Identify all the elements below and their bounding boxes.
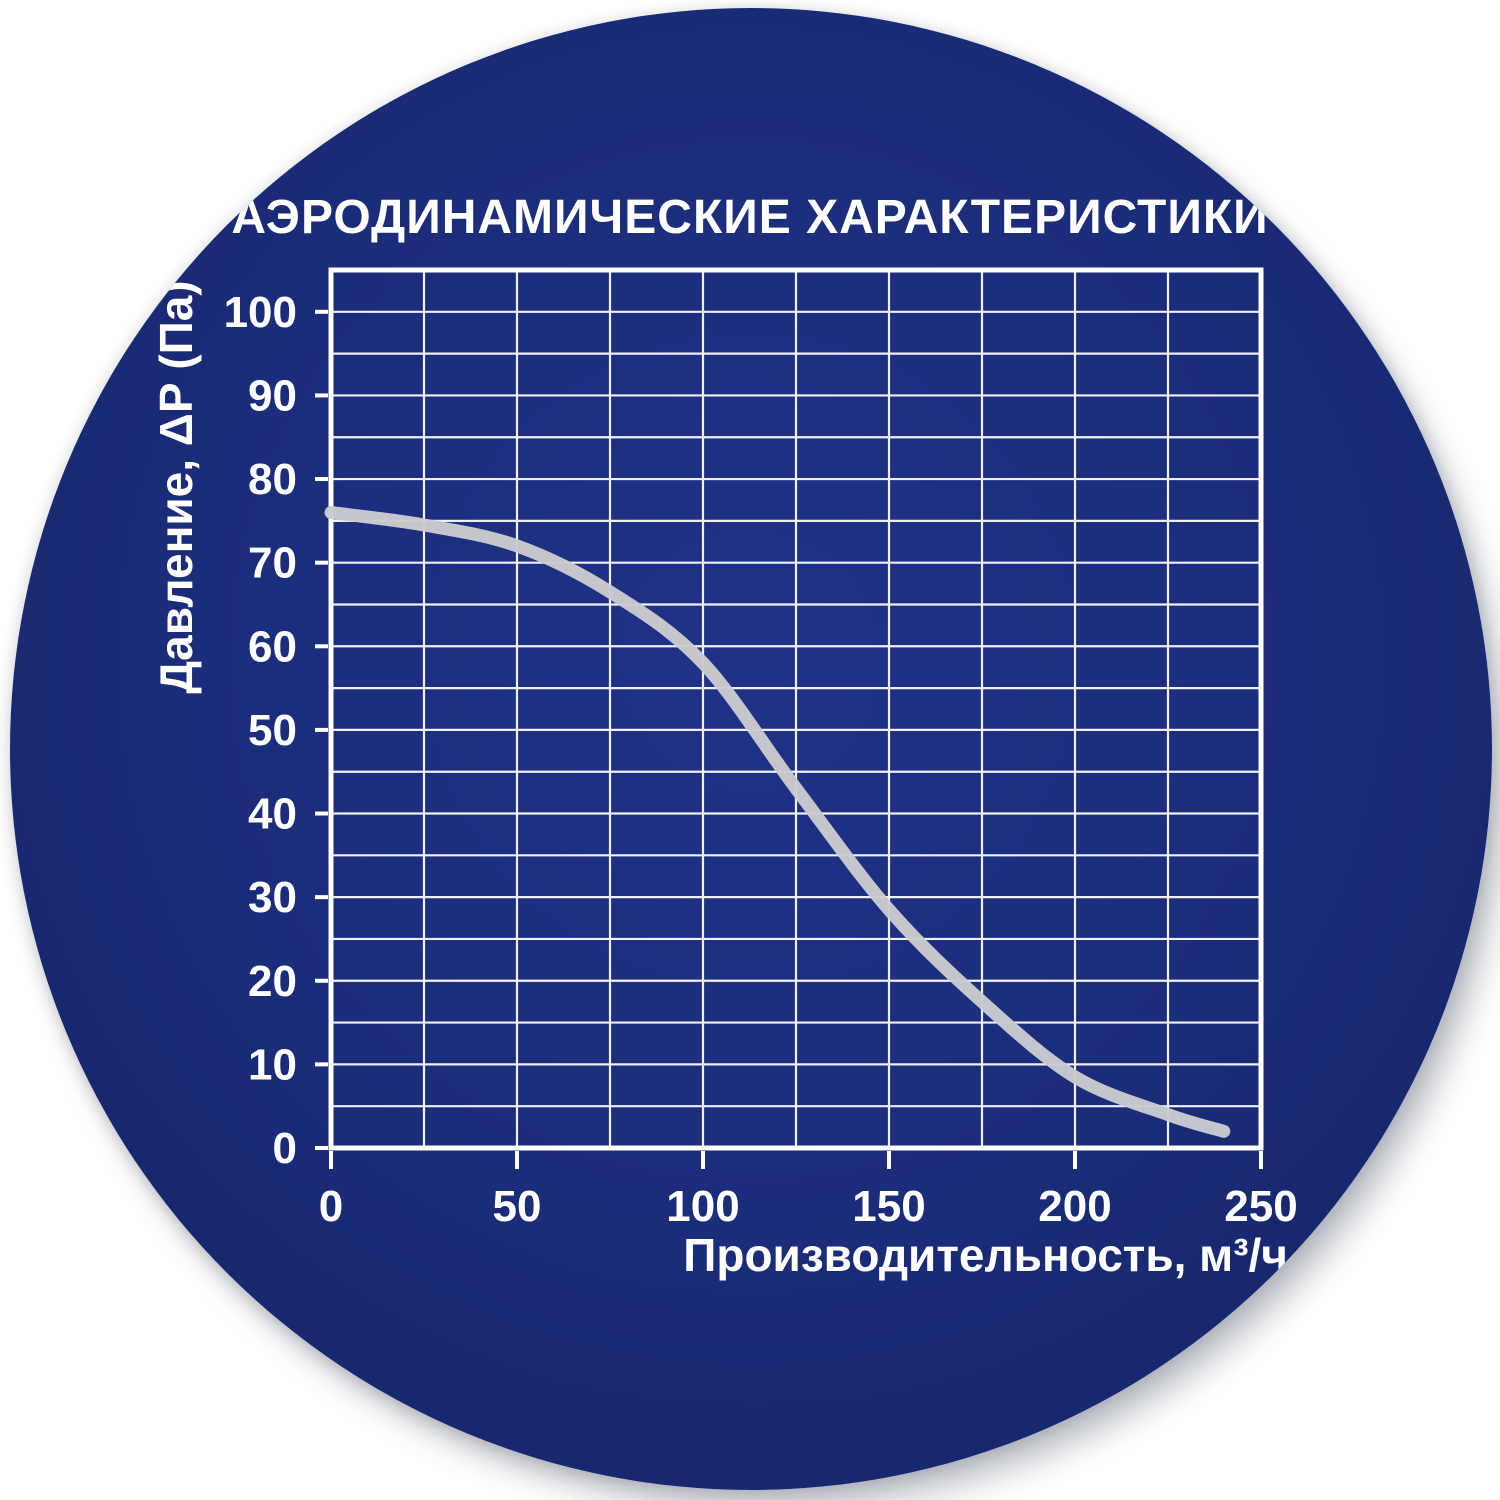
axis-frame bbox=[328, 267, 1264, 1151]
y-tick-label: 70 bbox=[248, 539, 297, 588]
line-chart: 0 10 20 30 40 50 60 70 80 90 100 0 50 100 150 200 250 bbox=[224, 267, 1298, 1231]
background-circle: АЭРОДИНАМИЧЕСКИЕ ХАРАКТЕРИСТИКИ Давление… bbox=[10, 8, 1492, 1490]
y-tick-label: 40 bbox=[248, 790, 297, 839]
x-tick-label: 250 bbox=[1224, 1182, 1297, 1231]
y-tick-label: 10 bbox=[248, 1040, 297, 1089]
chart-layer: АЭРОДИНАМИЧЕСКИЕ ХАРАКТЕРИСТИКИ Давление… bbox=[10, 8, 1492, 1490]
grid-lines bbox=[331, 270, 1261, 1148]
y-tick-label: 100 bbox=[224, 288, 297, 337]
y-tick-label: 20 bbox=[248, 957, 297, 1006]
y-tick-label: 0 bbox=[273, 1124, 297, 1173]
x-tick-label: 50 bbox=[493, 1182, 542, 1231]
x-tick-label: 100 bbox=[666, 1182, 739, 1231]
tick-labels: 0 10 20 30 40 50 60 70 80 90 100 0 50 100 150 200 250 bbox=[224, 288, 1298, 1231]
axis-ticks bbox=[315, 309, 1263, 1169]
y-tick-label: 90 bbox=[248, 371, 297, 420]
y-tick-label: 80 bbox=[248, 455, 297, 504]
pressure-flow-curve bbox=[324, 506, 1231, 1138]
x-axis-label: Производительность, м³/ч bbox=[683, 1229, 1288, 1281]
y-tick-label: 30 bbox=[248, 873, 297, 922]
plot-frame bbox=[328, 267, 1264, 1151]
y-tick-label: 60 bbox=[248, 622, 297, 671]
y-tick-label: 50 bbox=[248, 706, 297, 755]
chart-title: АЭРОДИНАМИЧЕСКИЕ ХАРАКТЕРИСТИКИ bbox=[231, 191, 1269, 244]
x-tick-label: 150 bbox=[852, 1182, 925, 1231]
series-curves bbox=[324, 506, 1231, 1138]
x-tick-label: 200 bbox=[1038, 1182, 1111, 1231]
x-tick-label: 0 bbox=[319, 1182, 343, 1231]
